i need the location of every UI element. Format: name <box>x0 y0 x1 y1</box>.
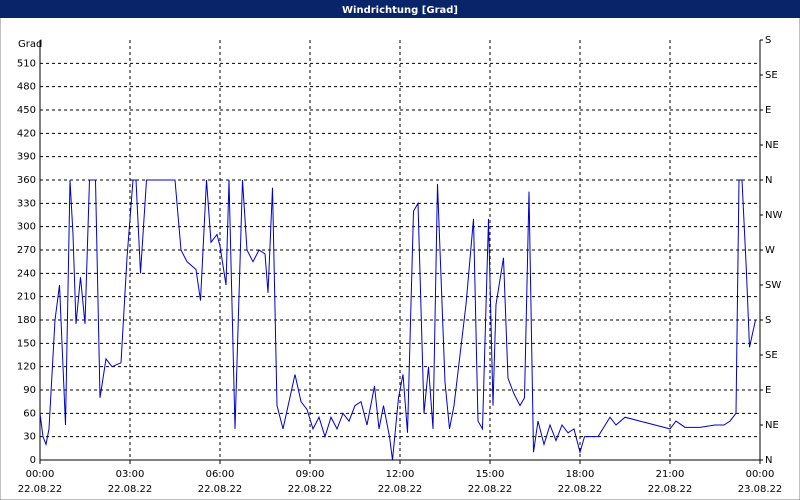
x-tick-date: 22.08.22 <box>18 484 63 495</box>
y2-tick-label: SW <box>765 280 781 291</box>
y-tick-label: 30 <box>23 432 36 443</box>
y-tick-label: 420 <box>17 128 36 139</box>
y2-tick-label: NE <box>765 420 779 431</box>
y2-tick-label: E <box>765 105 771 116</box>
y-tick-label: 240 <box>17 268 36 279</box>
y-tick-label: 510 <box>17 58 36 69</box>
y-tick-label: 480 <box>17 82 36 93</box>
y2-tick-label: S <box>765 35 771 46</box>
y-tick-label: 60 <box>23 408 36 419</box>
y-tick-label: 180 <box>17 315 36 326</box>
y-tick-label: 360 <box>17 175 36 186</box>
x-tick-date: 22.08.22 <box>468 484 513 495</box>
y-tick-label: 330 <box>17 198 36 209</box>
y-axis-label: Grad <box>18 39 42 50</box>
y2-tick-label: E <box>765 385 771 396</box>
title-bar <box>0 0 800 18</box>
y-tick-label: 120 <box>17 362 36 373</box>
x-tick-label: 21:00 <box>656 469 685 480</box>
x-tick-date: 22.08.22 <box>198 484 243 495</box>
chart-title: Windrichtung [Grad] <box>342 5 458 16</box>
y-tick-label: 390 <box>17 152 36 163</box>
x-tick-label: 09:00 <box>296 469 325 480</box>
x-tick-label: 18:00 <box>566 469 595 480</box>
data-line <box>39 179 756 461</box>
x-tick-date: 22.08.22 <box>648 484 693 495</box>
x-tick-date: 22.08.22 <box>378 484 423 495</box>
y-tick-label: 450 <box>17 105 36 116</box>
y-tick-label: 150 <box>17 338 36 349</box>
x-tick-date: 22.08.22 <box>108 484 153 495</box>
x-tick-date: 22.08.22 <box>288 484 333 495</box>
x-tick-date: 23.08.22 <box>738 484 783 495</box>
x-tick-label: 12:00 <box>386 469 415 480</box>
x-tick-label: 00:00 <box>26 469 55 480</box>
y2-tick-label: NW <box>765 210 782 221</box>
y-tick-label: 90 <box>23 385 36 396</box>
y2-tick-label: N <box>765 175 772 186</box>
y2-tick-label: S <box>765 315 771 326</box>
x-tick-date: 22.08.22 <box>558 484 603 495</box>
y2-tick-label: SE <box>765 70 778 81</box>
y-tick-label: 210 <box>17 292 36 303</box>
y2-tick-label: NE <box>765 140 779 151</box>
x-tick-label: 15:00 <box>476 469 505 480</box>
y2-tick-label: SE <box>765 350 778 361</box>
y2-tick-label: W <box>765 245 775 256</box>
y-tick-label: 0 <box>30 455 36 466</box>
y2-tick-label: N <box>765 455 772 466</box>
y-tick-label: 300 <box>17 222 36 233</box>
x-tick-label: 06:00 <box>206 469 235 480</box>
x-tick-label: 00:00 <box>746 469 775 480</box>
x-tick-label: 03:00 <box>116 469 145 480</box>
y-tick-label: 270 <box>17 245 36 256</box>
